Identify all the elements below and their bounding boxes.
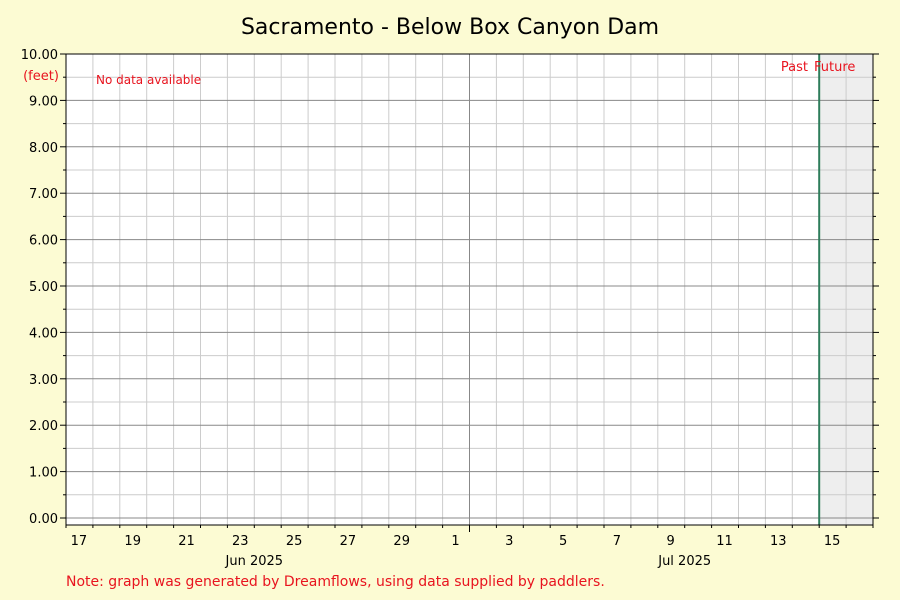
x-tick-label: 23 (232, 534, 249, 549)
y-tick-label: 9.00 (29, 94, 58, 109)
y-axis-label: (feet) (23, 69, 59, 84)
x-tick-label: 19 (124, 534, 141, 549)
no-data-message: No data available (96, 73, 201, 87)
x-tick-label: 3 (505, 534, 513, 549)
x-month-label: Jul 2025 (657, 554, 711, 569)
y-tick-label: 6.00 (29, 234, 58, 249)
x-tick-label: 13 (770, 534, 787, 549)
y-tick-label: 8.00 (29, 141, 58, 156)
y-tick-label: 2.00 (29, 419, 58, 434)
x-tick-label: 15 (824, 534, 841, 549)
footer-note: Note: graph was generated by Dreamflows,… (66, 574, 605, 590)
y-tick-label: 10.00 (21, 48, 58, 63)
y-tick-label: 7.00 (29, 187, 58, 202)
x-tick-label: 27 (340, 534, 357, 549)
x-tick-label: 21 (178, 534, 195, 549)
x-tick-label: 17 (71, 534, 88, 549)
y-tick-label: 4.00 (29, 326, 58, 341)
x-tick-label: 1 (451, 534, 459, 549)
x-tick-label: 25 (286, 534, 303, 549)
y-tick-label: 3.00 (29, 373, 58, 388)
x-tick-label: 7 (613, 534, 621, 549)
x-month-label: Jun 2025 (225, 554, 284, 569)
past-label: Past (781, 60, 808, 75)
plot-area: 0.00 1.00 2.00 3.00 4.00 5.00 6.00 7.00 8.00 9.00… (21, 48, 879, 569)
y-tick-label: 1.00 (29, 466, 58, 481)
future-label: Future (814, 60, 855, 75)
x-tick-label: 29 (393, 534, 410, 549)
plot-frame (65, 53, 874, 526)
y-tick-label: 5.00 (29, 280, 58, 295)
y-tick-label: 0.00 (29, 512, 58, 527)
x-tick-label: 9 (667, 534, 675, 549)
x-tick-label: 11 (716, 534, 733, 549)
x-tick-label: 5 (559, 534, 567, 549)
chart-title: Sacramento - Below Box Canyon Dam (241, 15, 659, 40)
